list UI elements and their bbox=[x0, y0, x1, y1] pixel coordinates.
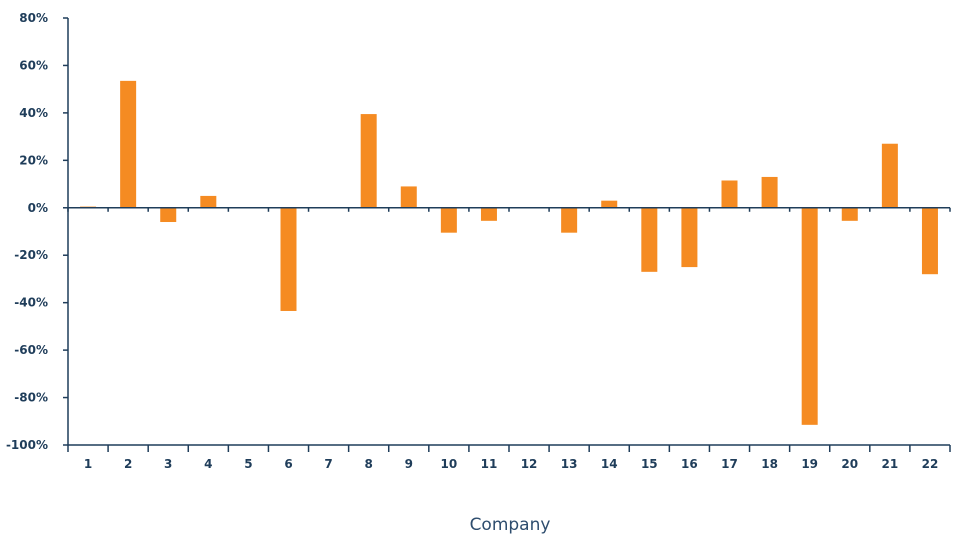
bar bbox=[480, 207, 497, 221]
x-tick-label: 11 bbox=[481, 457, 498, 471]
bar bbox=[160, 207, 177, 223]
y-tick-label: 40% bbox=[19, 106, 48, 120]
bar bbox=[200, 195, 217, 208]
bar bbox=[440, 207, 457, 233]
bar bbox=[400, 186, 417, 208]
bar bbox=[761, 176, 778, 208]
y-tick-label: -60% bbox=[14, 343, 48, 357]
y-tick-label: -100% bbox=[6, 438, 48, 452]
x-tick-label: 14 bbox=[601, 457, 618, 471]
x-tick-label: 8 bbox=[365, 457, 373, 471]
x-tick-label: 15 bbox=[641, 457, 658, 471]
y-tick-label: 0% bbox=[28, 201, 48, 215]
x-tick-label: 6 bbox=[284, 457, 292, 471]
x-tick-label: 19 bbox=[801, 457, 818, 471]
y-tick-label: -20% bbox=[14, 248, 48, 262]
x-tick-label: 17 bbox=[721, 457, 738, 471]
x-tick-label: 12 bbox=[521, 457, 538, 471]
bar bbox=[721, 180, 738, 208]
bar bbox=[360, 114, 377, 208]
bar bbox=[280, 207, 297, 311]
x-tick-label: 10 bbox=[441, 457, 458, 471]
bar bbox=[801, 207, 818, 425]
bar bbox=[841, 207, 858, 221]
x-tick-label: 9 bbox=[405, 457, 413, 471]
y-tick-label: -80% bbox=[14, 391, 48, 405]
x-tick-label: 18 bbox=[761, 457, 778, 471]
y-tick-label: 80% bbox=[19, 11, 48, 25]
x-tick-label: 4 bbox=[204, 457, 212, 471]
bar bbox=[561, 207, 578, 233]
x-tick-label: 22 bbox=[922, 457, 939, 471]
bar bbox=[601, 200, 618, 208]
bars bbox=[80, 80, 938, 425]
bar bbox=[921, 207, 938, 275]
y-tick-label: 20% bbox=[19, 153, 48, 167]
y-tick-label: 60% bbox=[19, 58, 48, 72]
bar bbox=[681, 207, 698, 268]
x-tick-label: 20 bbox=[841, 457, 858, 471]
x-tick-label: 16 bbox=[681, 457, 698, 471]
x-tick-label: 21 bbox=[882, 457, 899, 471]
x-axis: 1 2 3 4 5 6 7 8 9 10 11 12 13 14 15 16 17 18 19 20 21 22 bbox=[67, 207, 951, 471]
x-tick-label: 7 bbox=[324, 457, 332, 471]
x-tick-label: 1 bbox=[84, 457, 92, 471]
bar bbox=[120, 80, 137, 208]
bar bbox=[641, 207, 658, 272]
x-tick-label: 5 bbox=[244, 457, 252, 471]
y-tick-label: -40% bbox=[14, 296, 48, 310]
x-tick-label: 2 bbox=[124, 457, 132, 471]
x-axis-title: Company bbox=[470, 515, 551, 535]
y-axis: 80% 60% 40% 20% 0% -20% -40% -60% -80% -100% bbox=[6, 11, 69, 452]
bar bbox=[881, 143, 898, 208]
x-tick-label: 13 bbox=[561, 457, 578, 471]
x-tick-label: 3 bbox=[164, 457, 172, 471]
